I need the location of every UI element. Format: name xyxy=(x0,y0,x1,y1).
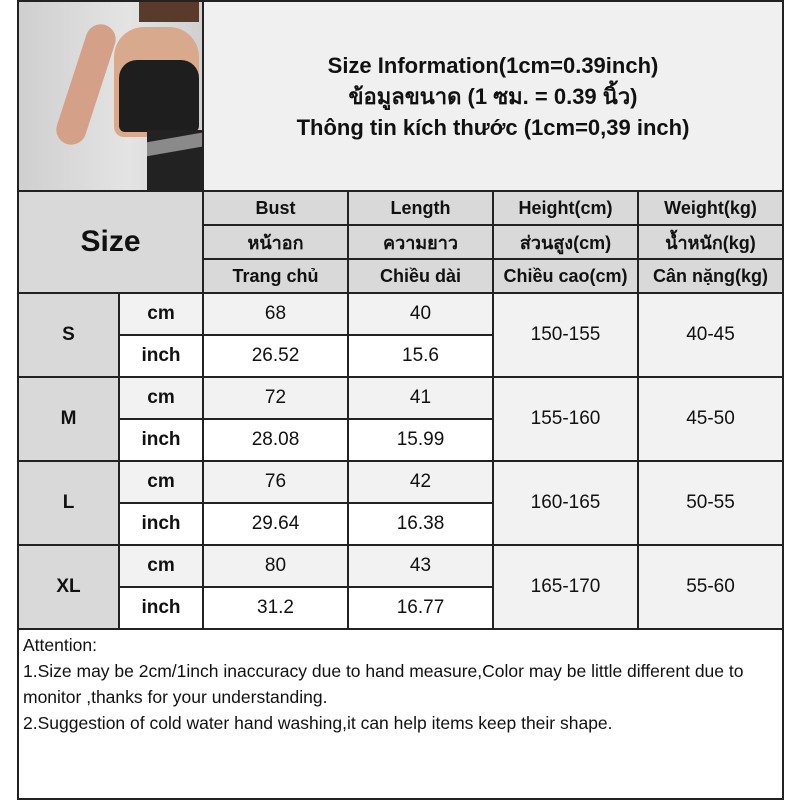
unit-inch: inch xyxy=(118,502,204,546)
bust-inch: 28.08 xyxy=(202,418,349,462)
length-cm: 42 xyxy=(347,460,494,504)
col-header-length-th: ความยาว xyxy=(347,224,494,260)
table-row-inch: inch 31.2 16.77 xyxy=(18,586,783,630)
weight-range: 45-50 xyxy=(637,376,784,462)
length-inch: 15.99 xyxy=(347,418,494,462)
bust-cm: 68 xyxy=(202,292,349,336)
unit-cm: cm xyxy=(118,544,204,588)
weight-range: 50-55 xyxy=(637,460,784,546)
bust-inch: 31.2 xyxy=(202,586,349,630)
col-header-bust-vi: Trang chủ xyxy=(202,258,349,294)
length-inch: 15.6 xyxy=(347,334,494,378)
col-header-length-en: Length xyxy=(347,190,494,226)
col-header-weight-th: น้ำหนัก(kg) xyxy=(637,224,784,260)
height-range: 165-170 xyxy=(492,544,639,630)
bust-cm: 76 xyxy=(202,460,349,504)
product-photo xyxy=(17,0,204,192)
unit-inch: inch xyxy=(118,418,204,462)
unit-inch: inch xyxy=(118,334,204,378)
col-header-weight-en: Weight(kg) xyxy=(637,190,784,226)
col-header-height-th: ส่วนสูง(cm) xyxy=(492,224,639,260)
attention-notes: Attention: 1.Size may be 2cm/1inch inacc… xyxy=(17,628,784,800)
length-inch: 16.38 xyxy=(347,502,494,546)
weight-range: 40-45 xyxy=(637,292,784,378)
unit-cm: cm xyxy=(118,460,204,504)
bust-inch: 26.52 xyxy=(202,334,349,378)
size-header: Size xyxy=(17,190,204,294)
size-label: XL xyxy=(17,544,120,630)
attention-note-2: 2.Suggestion of cold water hand washing,… xyxy=(23,713,613,733)
height-range: 160-165 xyxy=(492,460,639,546)
bust-cm: 80 xyxy=(202,544,349,588)
size-chart-table: Size Information(1cm=0.39inch) ข้อมูลขนา… xyxy=(17,0,784,800)
table-row-inch: inch 26.52 15.6 xyxy=(18,334,783,378)
attention-heading: Attention: xyxy=(23,635,97,655)
col-header-bust-en: Bust xyxy=(202,190,349,226)
height-range: 155-160 xyxy=(492,376,639,462)
col-header-bust-th: หน้าอก xyxy=(202,224,349,260)
size-label: L xyxy=(17,460,120,546)
col-header-weight-vi: Cân nặng(kg) xyxy=(637,258,784,294)
col-header-height-en: Height(cm) xyxy=(492,190,639,226)
col-header-length-vi: Chiều dài xyxy=(347,258,494,294)
title-vi: Thông tin kích thước (1cm=0,39 inch) xyxy=(296,114,690,140)
length-cm: 41 xyxy=(347,376,494,420)
bust-cm: 72 xyxy=(202,376,349,420)
table-row-cm: XL cm 80 43 165-170 55-60 xyxy=(17,544,784,630)
unit-inch: inch xyxy=(118,586,204,630)
length-cm: 43 xyxy=(347,544,494,588)
length-cm: 40 xyxy=(347,292,494,336)
size-label: M xyxy=(17,376,120,462)
unit-cm: cm xyxy=(118,376,204,420)
bust-inch: 29.64 xyxy=(202,502,349,546)
attention-note-1: 1.Size may be 2cm/1inch inaccuracy due t… xyxy=(23,661,744,707)
length-inch: 16.77 xyxy=(347,586,494,630)
unit-cm: cm xyxy=(118,292,204,336)
title-th: ข้อมูลขนาด (1 ซม. = 0.39 นิ้ว) xyxy=(348,83,638,109)
size-info-title: Size Information(1cm=0.39inch) ข้อมูลขนา… xyxy=(202,0,784,192)
title-en: Size Information(1cm=0.39inch) xyxy=(327,52,659,78)
size-label: S xyxy=(17,292,120,378)
height-range: 150-155 xyxy=(492,292,639,378)
weight-range: 55-60 xyxy=(637,544,784,630)
table-row-inch: inch 28.08 15.99 xyxy=(18,418,783,462)
col-header-height-vi: Chiều cao(cm) xyxy=(492,258,639,294)
table-row-inch: inch 29.64 16.38 xyxy=(18,502,783,546)
